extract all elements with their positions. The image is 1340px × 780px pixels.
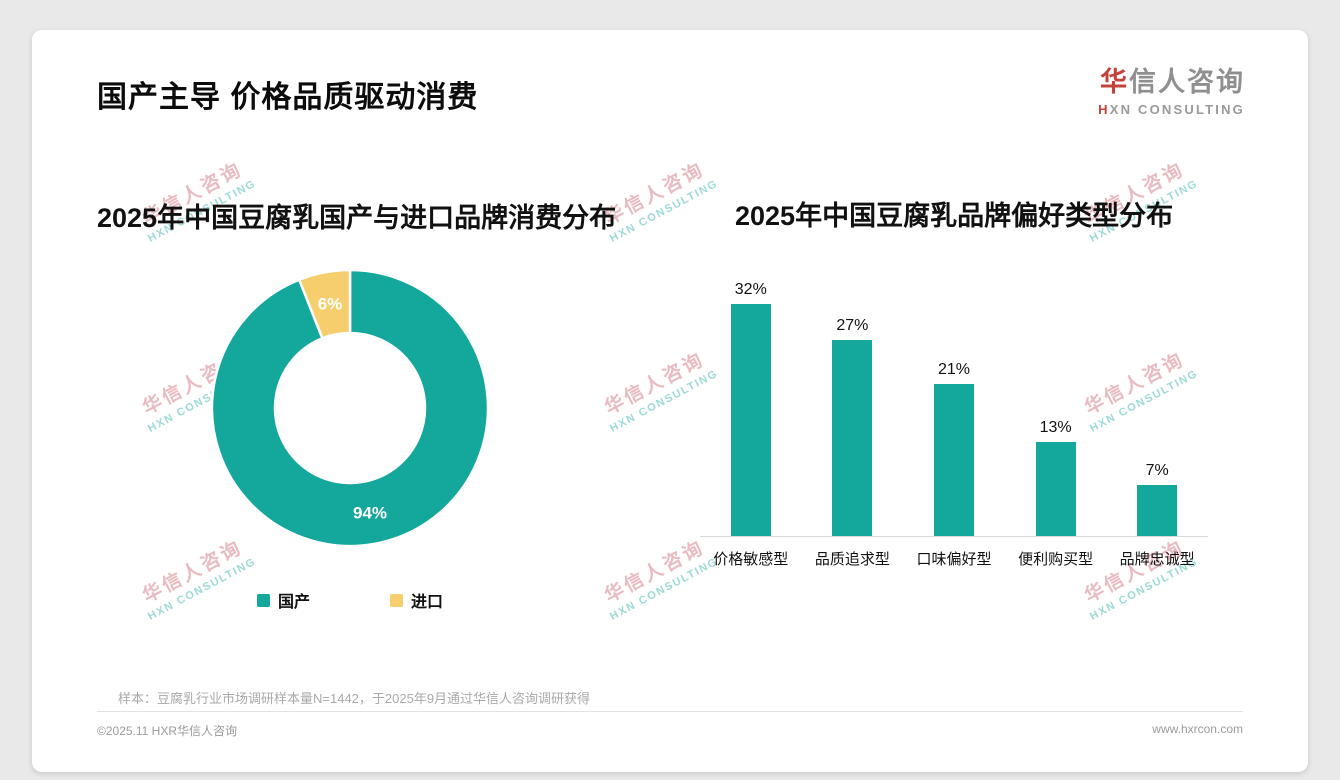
report-card: 华信人咨询 HXN CONSULTING 华信人咨询 HXN CONSULTING 华信…: [32, 30, 1308, 772]
logo-tagline: HXN CONSULTING: [1098, 102, 1245, 117]
legend-label: 进口: [411, 594, 444, 611]
bar-column: 13%: [1005, 419, 1107, 536]
bar-value-label: 32%: [734, 281, 767, 298]
bar-category: 品质追求型: [814, 551, 890, 568]
legend-swatch: [390, 593, 403, 607]
bar-plot-area: 32% 27% 21% 13% 7%: [700, 267, 1208, 537]
donut-legend: 国产 进口: [210, 588, 490, 612]
donut-slice-国产: [210, 268, 490, 548]
bar-category: 口味偏好型: [916, 551, 992, 568]
bar-column: 7%: [1106, 462, 1208, 536]
bar-chart: 32% 27% 21% 13% 7% 价格敏感型 品质追求型 口味偏好型 便利购买型 品牌忠诚型: [700, 267, 1208, 569]
bar-category: 便利购买型: [1018, 551, 1094, 568]
bar-category-labels: 价格敏感型 品质追求型 口味偏好型 便利购买型 品牌忠诚型: [700, 548, 1208, 569]
donut-value-label: 6%: [318, 294, 343, 313]
footer-divider: [97, 711, 1243, 712]
bar: [730, 304, 771, 536]
report-content: 国产主导 价格品质驱动消费 华信人咨询 HXN CONSULTING 2025年…: [32, 30, 1308, 772]
bar-column: 32%: [700, 281, 802, 536]
bar-value-label: 21%: [937, 361, 970, 378]
footer-copyright: ©2025.11 HXR华信人咨询: [97, 724, 237, 738]
footer-website: www.hxrcon.com: [1152, 722, 1243, 736]
bar-column: 27%: [802, 317, 904, 536]
legend-swatch: [256, 593, 270, 607]
page-title: 国产主导 价格品质驱动消费: [97, 81, 479, 114]
bar: [1035, 442, 1076, 536]
bar: [832, 340, 873, 536]
donut-chart-title: 2025年中国豆腐乳国产与进口品牌消费分布: [97, 203, 617, 233]
company-logo: 华信人咨询 HXN CONSULTING: [1098, 60, 1245, 117]
bar: [1137, 485, 1178, 536]
legend-item: 进口: [390, 588, 443, 612]
bar-value-label: 27%: [836, 317, 869, 334]
bar-value-label: 7%: [1145, 462, 1169, 479]
bar-value-label: 13%: [1039, 419, 1072, 436]
donut-slice-进口: [297, 268, 352, 340]
bar-category: 品牌忠诚型: [1119, 551, 1195, 568]
bar-category: 价格敏感型: [713, 551, 789, 568]
bar-chart-title: 2025年中国豆腐乳品牌偏好类型分布: [735, 201, 1174, 231]
logo-name: 华信人咨询: [1100, 67, 1245, 97]
bar-column: 21%: [903, 361, 1005, 536]
sample-note: 样本：豆腐乳行业市场调研样本量N=1442，于2025年9月通过华信人咨询调研获…: [118, 691, 591, 706]
donut-chart: 94% 6%: [210, 268, 490, 548]
bar: [933, 384, 974, 536]
legend-label: 国产: [277, 594, 310, 611]
donut-value-label: 94%: [353, 504, 387, 523]
legend-item: 国产: [256, 588, 310, 612]
